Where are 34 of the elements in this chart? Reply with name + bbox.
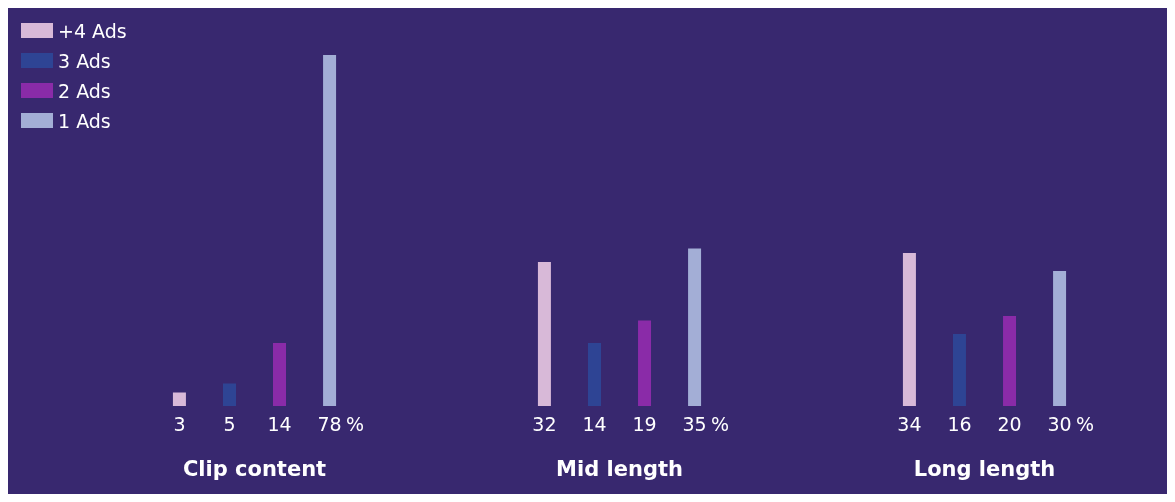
bar bbox=[587, 343, 601, 406]
data-label: 14 bbox=[267, 412, 292, 435]
legend-label: 3 Ads bbox=[58, 49, 111, 72]
legend-label: 1 Ads bbox=[58, 109, 111, 132]
data-label: 32 bbox=[532, 412, 557, 435]
bar bbox=[323, 55, 337, 406]
bar bbox=[952, 334, 966, 406]
x-tick-label: Mid length bbox=[556, 456, 683, 481]
data-label: 20 bbox=[997, 412, 1022, 435]
bar bbox=[537, 262, 551, 406]
data-label: 34 bbox=[897, 412, 922, 435]
text: % bbox=[346, 412, 365, 435]
bar bbox=[1053, 271, 1067, 406]
bar bbox=[222, 383, 236, 406]
bar bbox=[688, 248, 702, 406]
legend-label: +4 Ads bbox=[58, 19, 127, 42]
bar bbox=[172, 392, 186, 406]
bar bbox=[1003, 316, 1017, 406]
bar bbox=[902, 253, 916, 406]
text: % bbox=[1076, 412, 1095, 435]
text: % bbox=[711, 412, 730, 435]
data-label: 3 bbox=[173, 412, 186, 435]
x-tick-label: Clip content bbox=[182, 456, 327, 481]
data-label: 78 bbox=[317, 412, 342, 435]
data-label: 30 bbox=[1047, 412, 1072, 435]
data-label: 19 bbox=[632, 412, 657, 435]
data-label: 35 bbox=[682, 412, 707, 435]
bar bbox=[638, 320, 652, 406]
legend-label: 2 Ads bbox=[58, 79, 111, 102]
data-label: 14 bbox=[582, 412, 607, 435]
data-label: 5 bbox=[223, 412, 236, 435]
x-tick-label: Long length bbox=[913, 456, 1056, 481]
bar bbox=[273, 343, 287, 406]
data-label: 16 bbox=[947, 412, 972, 435]
